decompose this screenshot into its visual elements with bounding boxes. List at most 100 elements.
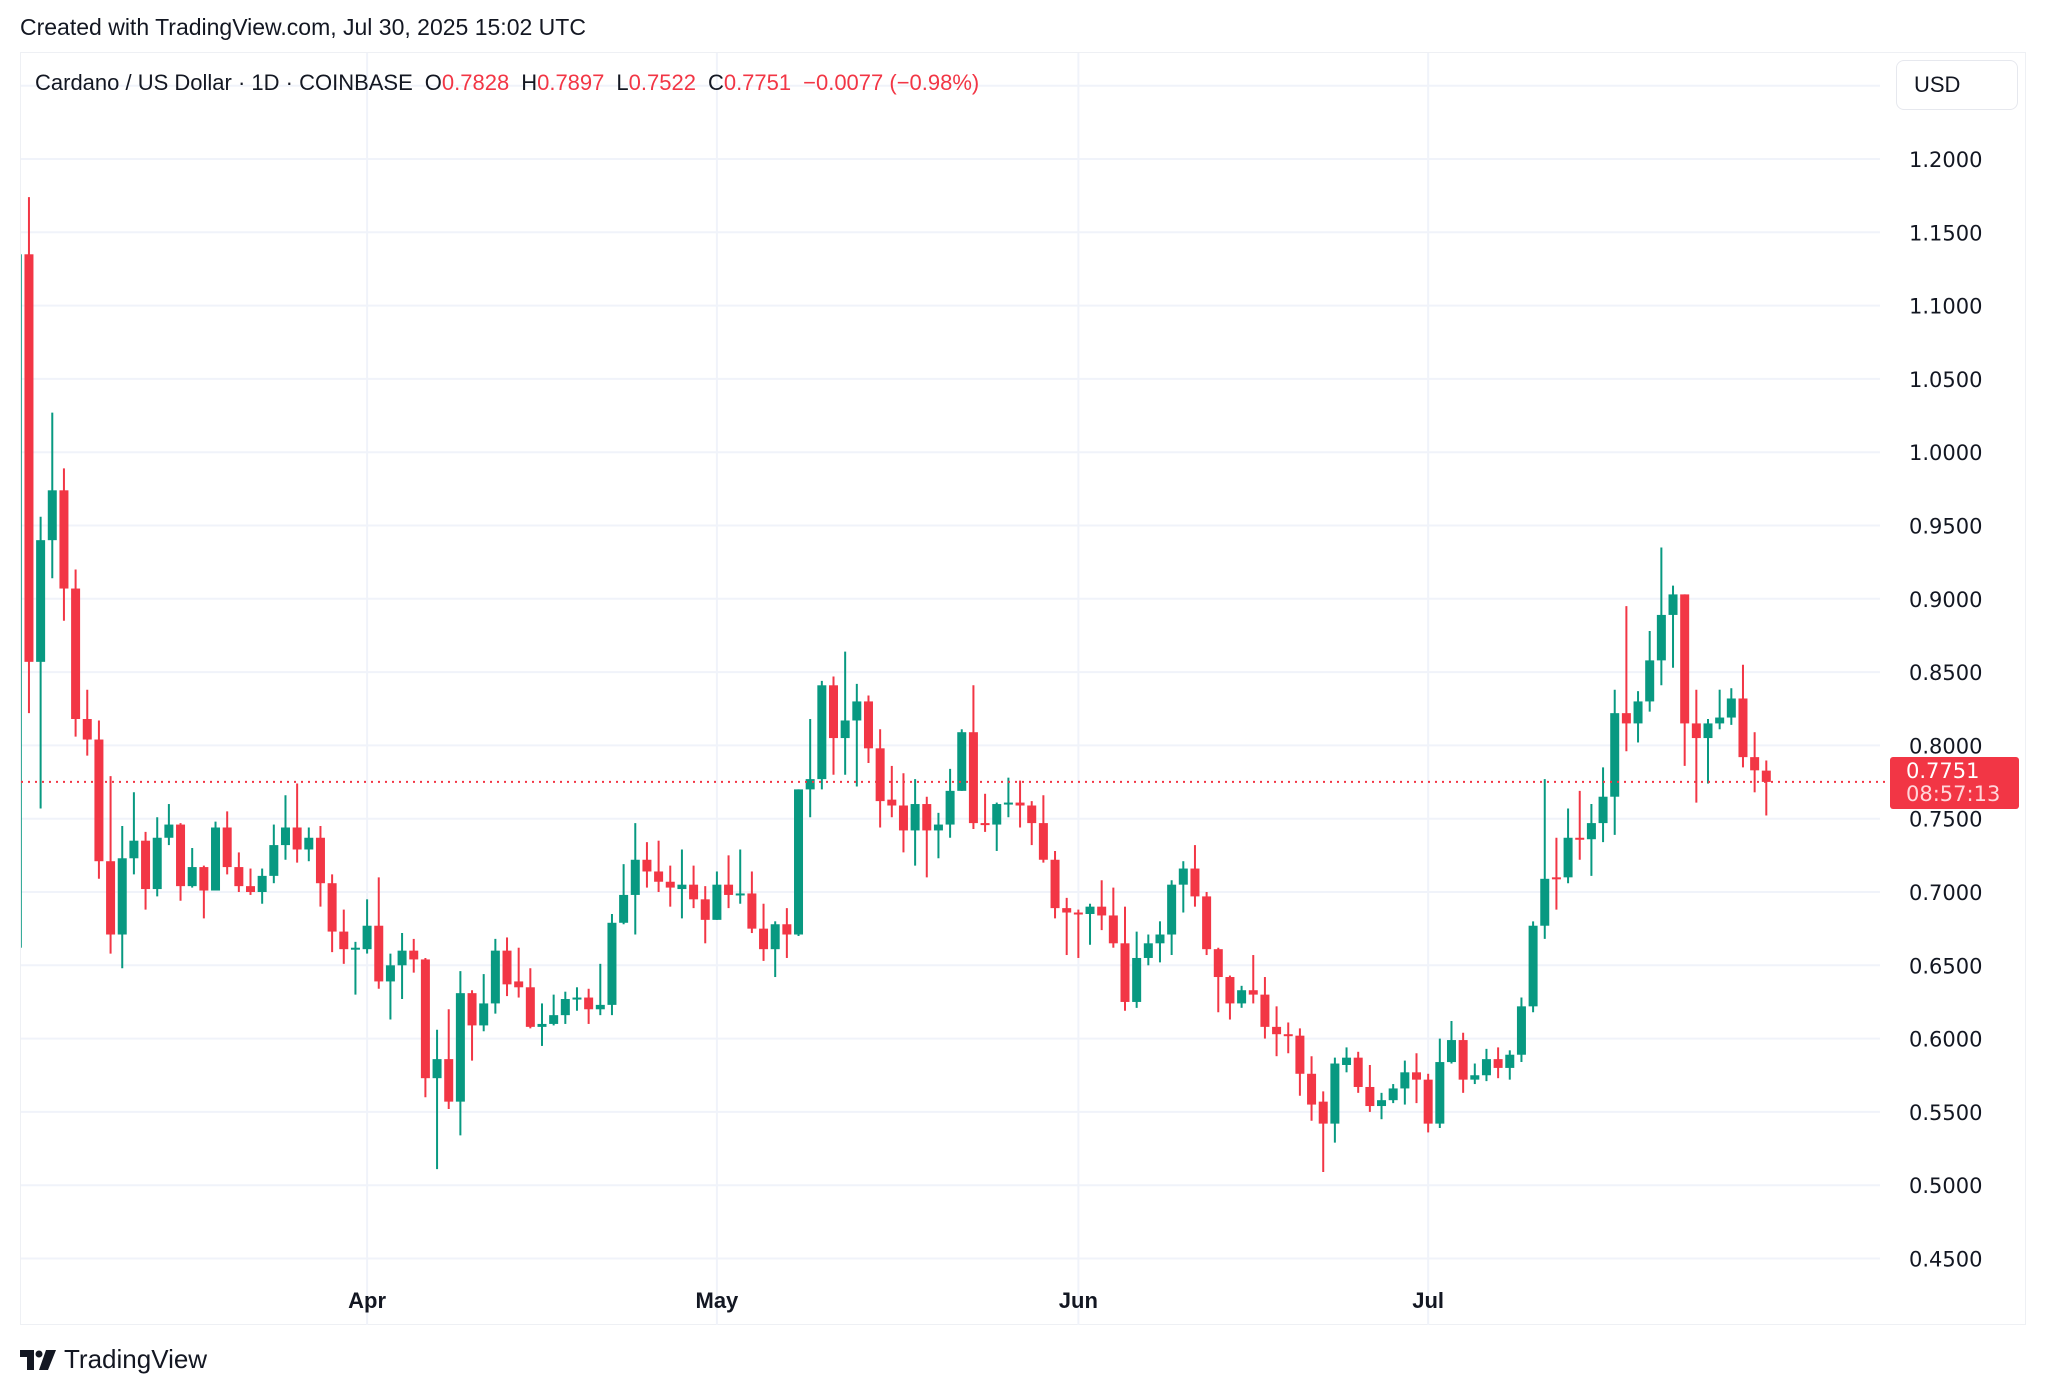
candle-body bbox=[36, 540, 46, 662]
candle-body bbox=[642, 859, 652, 872]
candle-up bbox=[1481, 1048, 1491, 1082]
candle-body bbox=[176, 824, 186, 887]
candle-body bbox=[1726, 698, 1736, 718]
candle-up bbox=[1516, 997, 1526, 1063]
candle-body bbox=[922, 804, 932, 831]
candle-body bbox=[514, 981, 524, 988]
currency-button[interactable]: USD bbox=[1896, 60, 2018, 110]
last-price-label: 0.7751 08:57:13 bbox=[1890, 757, 2019, 809]
time-tick-label: Apr bbox=[348, 1288, 386, 1313]
candle-up bbox=[619, 864, 629, 925]
candle-up bbox=[1342, 1047, 1352, 1073]
candle-down bbox=[1738, 664, 1748, 768]
candle-body bbox=[1318, 1101, 1328, 1124]
candle-up bbox=[152, 817, 162, 897]
candle-body bbox=[117, 858, 127, 935]
candle-body bbox=[467, 993, 477, 1026]
candle-body bbox=[1668, 594, 1678, 615]
candle-body bbox=[24, 254, 34, 662]
candle-body bbox=[152, 837, 162, 890]
candle-body bbox=[572, 997, 582, 1000]
candle-body bbox=[362, 925, 372, 950]
candle-body bbox=[234, 867, 244, 887]
candle-up bbox=[910, 779, 920, 866]
candle-body bbox=[957, 732, 967, 791]
candle-body bbox=[875, 748, 885, 802]
candle-down bbox=[642, 842, 652, 888]
candle-body bbox=[549, 1015, 559, 1024]
candle-down bbox=[980, 793, 990, 832]
candle-body bbox=[1283, 1034, 1293, 1037]
candle-body bbox=[1458, 1040, 1468, 1080]
candle-up bbox=[350, 941, 360, 995]
tradingview-brand[interactable]: TradingView bbox=[20, 1344, 207, 1375]
time-axis[interactable]: Apr May Jun Jul bbox=[348, 1288, 1444, 1313]
candle-up bbox=[1377, 1092, 1387, 1120]
candle-down bbox=[782, 908, 792, 958]
candle-body bbox=[1062, 908, 1072, 913]
candle-up bbox=[770, 921, 780, 978]
candle-body bbox=[444, 1059, 454, 1102]
close-label: C bbox=[707, 70, 724, 95]
price-tick-label: 1.2000 bbox=[1909, 148, 1982, 172]
candle-body bbox=[1272, 1026, 1282, 1035]
candle-body bbox=[1050, 859, 1060, 909]
candle-up bbox=[47, 412, 57, 579]
candle-body bbox=[1307, 1073, 1317, 1105]
candle-body bbox=[1645, 660, 1655, 702]
candle-body bbox=[397, 950, 407, 966]
candle-up bbox=[595, 963, 605, 1016]
candle-up bbox=[1003, 777, 1013, 818]
price-axis[interactable]: 1.2000 1.1500 1.1000 1.0500 1.0000 0.9500 0.90… bbox=[1909, 148, 1982, 1272]
candle-down bbox=[1015, 780, 1025, 828]
candle-down bbox=[922, 796, 932, 878]
candle-body bbox=[1097, 906, 1107, 916]
candle-up bbox=[1610, 689, 1620, 835]
price-tick-label: 1.1000 bbox=[1909, 295, 1982, 319]
candle-body bbox=[106, 861, 116, 935]
candle-up bbox=[1400, 1060, 1410, 1105]
candle-body bbox=[1575, 837, 1585, 840]
candle-up bbox=[432, 1029, 442, 1170]
candle-body bbox=[1656, 614, 1666, 661]
price-tick-label: 0.6500 bbox=[1909, 954, 1982, 978]
candle-body bbox=[1248, 990, 1258, 995]
candle-up bbox=[1586, 804, 1596, 876]
candle-up bbox=[957, 729, 967, 791]
candle-body bbox=[385, 965, 395, 982]
candle-body bbox=[304, 837, 314, 850]
candle-body bbox=[1540, 878, 1550, 926]
candle-body bbox=[1563, 837, 1573, 878]
candle-body bbox=[257, 875, 267, 892]
candle-body bbox=[759, 928, 769, 950]
price-tick-label: 0.9500 bbox=[1909, 515, 1982, 539]
candle-body bbox=[852, 701, 862, 721]
candle-up bbox=[572, 987, 582, 1011]
candle-body bbox=[1761, 770, 1771, 782]
candle-down bbox=[176, 823, 186, 901]
candle-body bbox=[1038, 823, 1048, 860]
candle-down bbox=[315, 826, 325, 907]
candle-down bbox=[246, 868, 255, 895]
candle-body bbox=[1178, 868, 1188, 885]
candle-down bbox=[339, 909, 349, 964]
candle-body bbox=[327, 883, 337, 932]
candle-body bbox=[630, 859, 640, 895]
candle-down bbox=[887, 765, 897, 818]
candle-body bbox=[607, 922, 617, 1005]
symbol-title: Cardano / US Dollar · 1D · COINBASE bbox=[35, 70, 413, 95]
candle-up bbox=[945, 768, 955, 838]
candle-body bbox=[502, 950, 512, 985]
candle-down bbox=[1062, 897, 1072, 956]
candle-down bbox=[1493, 1047, 1503, 1079]
candle-body bbox=[490, 950, 500, 1004]
candle-body bbox=[933, 824, 943, 831]
candle-down bbox=[1027, 801, 1037, 846]
candle-body bbox=[1388, 1088, 1398, 1101]
candle-up bbox=[794, 789, 804, 936]
candle-up bbox=[1656, 547, 1666, 686]
price-tick-label: 0.9000 bbox=[1909, 588, 1982, 612]
candle-down bbox=[689, 865, 699, 909]
candle-body bbox=[211, 827, 221, 891]
